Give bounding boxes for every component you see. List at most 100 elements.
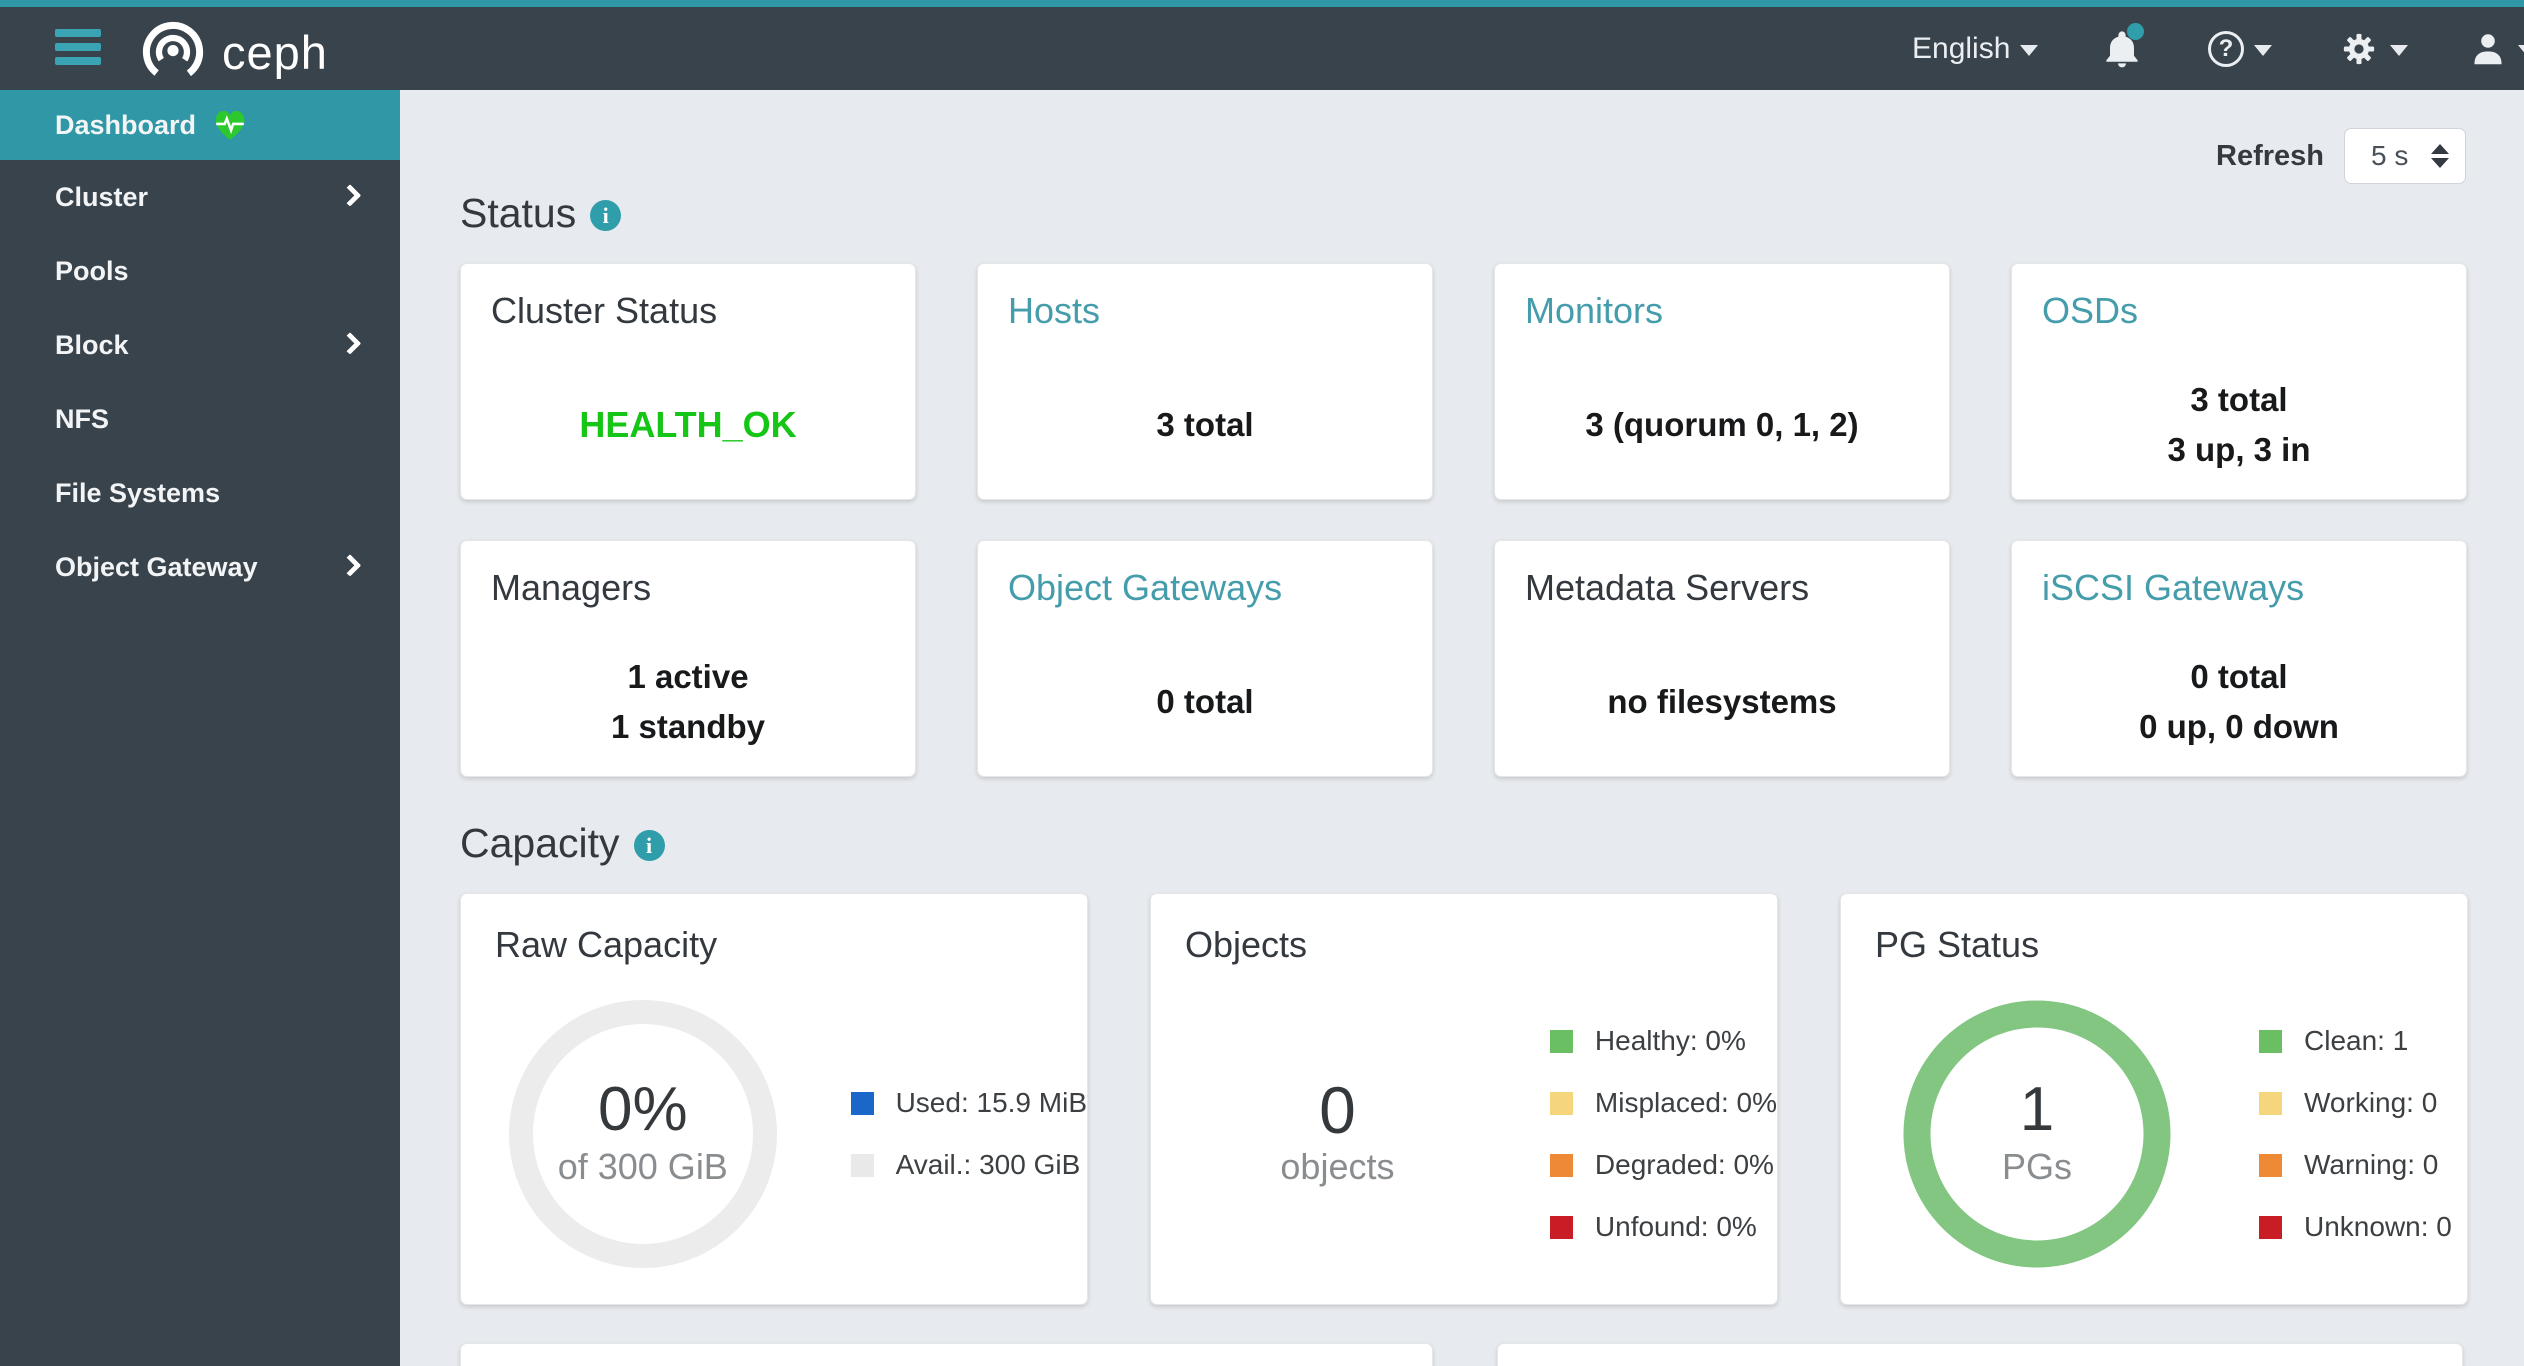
legend-label: Degraded: 0%	[1594, 1149, 1774, 1180]
legend-label: Avail.: 300 GiB	[895, 1149, 1081, 1180]
info-icon[interactable]: i	[633, 830, 665, 861]
legend-item: Avail.: 300 GiB	[850, 1149, 1087, 1181]
legend-label: Working: 0	[2304, 1087, 2438, 1118]
object-gateways-link[interactable]: Object Gateways	[1008, 567, 1283, 608]
osds-card: OSDs 3 total 3 up, 3 in	[2011, 263, 2467, 500]
card-title: Objects	[1185, 924, 1308, 965]
donut-ring	[508, 1000, 777, 1268]
osds-link[interactable]: OSDs	[2042, 290, 2139, 331]
legend-item: Warning: 0	[2259, 1149, 2452, 1181]
refresh-interval-value: 5 s	[2371, 140, 2409, 171]
legend-swatch-healthy	[1549, 1029, 1573, 1053]
help-icon: ?	[2208, 30, 2244, 67]
status-heading-text: Status	[460, 190, 577, 236]
notification-badge	[2127, 22, 2144, 40]
sidebar-item-dashboard[interactable]: Dashboard	[0, 90, 400, 160]
sidebar-item-block[interactable]: Block	[0, 308, 400, 382]
chevron-down-icon	[2254, 45, 2272, 56]
monitors-value: 3 (quorum 0, 1, 2)	[1585, 406, 1859, 443]
help-dropdown[interactable]: ?	[2208, 7, 2272, 90]
hamburger-icon[interactable]	[55, 29, 101, 69]
capacity-section-heading: Capacity i	[460, 820, 665, 867]
settings-icon	[2343, 33, 2375, 64]
refresh-interval-select[interactable]: 5 s	[2344, 128, 2466, 184]
iscsi-gateways-link[interactable]: iSCSI Gateways	[2042, 567, 2305, 608]
legend-swatch-working	[2259, 1091, 2282, 1115]
legend-item: Working: 0	[2259, 1087, 2452, 1119]
settings-dropdown[interactable]	[2338, 7, 2408, 90]
sidebar-item-label: Pools	[55, 255, 129, 286]
objects-count: 0	[1319, 1073, 1356, 1147]
sidebar-item-file-systems[interactable]: File Systems	[0, 456, 400, 530]
notifications-button[interactable]	[2102, 7, 2144, 90]
ceph-logo-icon	[142, 21, 204, 83]
card-title: Cluster Status	[491, 290, 718, 331]
hosts-card: Hosts 3 total	[977, 263, 1433, 500]
refresh-control: Refresh 5 s	[2216, 128, 2466, 184]
pg-status-legend: Clean: 1 Working: 0 Warning: 0 Unknown: …	[2233, 1025, 2452, 1243]
hamburger-bar	[55, 29, 101, 37]
monitors-link[interactable]: Monitors	[1525, 290, 1664, 331]
legend-swatch-used	[850, 1091, 874, 1115]
hosts-value: 3 total	[1156, 406, 1254, 443]
status-section-heading: Status i	[460, 190, 622, 237]
brand-logo[interactable]: ceph	[138, 17, 328, 87]
monitors-card: Monitors 3 (quorum 0, 1, 2)	[1494, 263, 1950, 500]
sidebar-item-pools[interactable]: Pools	[0, 234, 400, 308]
legend-swatch-misplaced	[1549, 1091, 1573, 1115]
managers-card: Managers 1 active 1 standby	[460, 540, 916, 777]
legend-item: Clean: 1	[2259, 1025, 2452, 1057]
sidebar-nav: Dashboard Cluster Pools Block NFS File S…	[0, 90, 400, 1366]
sidebar-item-object-gateway[interactable]: Object Gateway	[0, 530, 400, 604]
iscsi-updown-value: 0 up, 0 down	[2139, 708, 2339, 745]
iscsi-total-value: 0 total	[2190, 658, 2288, 695]
legend-label: Unfound: 0%	[1594, 1211, 1757, 1242]
main-content: Refresh 5 s Status i Cluster Status HEAL…	[400, 90, 2524, 1366]
card-title: Raw Capacity	[495, 924, 718, 965]
top-navbar: ceph English ?	[0, 0, 2524, 90]
chevron-down-icon	[2390, 45, 2408, 56]
raw-capacity-total: of 300 GiB	[557, 1146, 728, 1187]
legend-item: Healthy: 0%	[1549, 1025, 1777, 1057]
object-gateways-card: Object Gateways 0 total	[977, 540, 1433, 777]
sidebar-item-label: Dashboard	[55, 109, 197, 140]
raw-capacity-legend: Used: 15.9 MiB Avail.: 300 GiB	[825, 1087, 1087, 1181]
objects-unit: objects	[1280, 1146, 1395, 1187]
sidebar-item-label: File Systems	[55, 477, 221, 508]
objects-legend: Healthy: 0% Misplaced: 0% Degraded: 0% U…	[1524, 1025, 1777, 1243]
raw-capacity-donut-chart: 0% of 300 GiB	[504, 995, 782, 1273]
capacity-heading-text: Capacity	[460, 820, 620, 866]
raw-capacity-card: Raw Capacity 0% of 300 GiB	[460, 893, 1088, 1305]
sidebar-item-nfs[interactable]: NFS	[0, 382, 400, 456]
legend-label: Clean: 1	[2304, 1025, 2409, 1056]
hosts-link[interactable]: Hosts	[1008, 290, 1101, 331]
pg-status-donut-chart: 1 PGs	[1898, 995, 2176, 1273]
user-dropdown[interactable]	[2468, 7, 2524, 90]
legend-label: Used: 15.9 MiB	[895, 1087, 1087, 1118]
legend-item: Misplaced: 0%	[1549, 1087, 1777, 1119]
performance-card-left	[460, 1343, 1433, 1366]
legend-label: Warning: 0	[2304, 1149, 2439, 1180]
legend-swatch-avail	[850, 1153, 874, 1177]
managers-active-value: 1 active	[627, 658, 749, 695]
chevron-down-icon	[2518, 45, 2524, 56]
legend-swatch-unknown	[2259, 1215, 2282, 1239]
card-title: PG Status	[1875, 924, 2040, 965]
hamburger-bar	[55, 43, 101, 51]
legend-swatch-degraded	[1549, 1153, 1573, 1177]
legend-label: Healthy: 0%	[1594, 1025, 1746, 1056]
heartbeat-icon	[215, 110, 245, 140]
legend-item: Unknown: 0	[2259, 1211, 2452, 1243]
sidebar-item-label: NFS	[55, 403, 109, 434]
chevron-right-icon	[338, 184, 362, 207]
card-title: Metadata Servers	[1525, 567, 1810, 608]
legend-item: Degraded: 0%	[1549, 1149, 1777, 1181]
object-gateways-value: 0 total	[1156, 683, 1254, 720]
sidebar-item-cluster[interactable]: Cluster	[0, 160, 400, 234]
legend-item: Used: 15.9 MiB	[850, 1087, 1087, 1119]
legend-label: Misplaced: 0%	[1594, 1087, 1777, 1118]
info-icon[interactable]: i	[590, 200, 622, 231]
language-dropdown[interactable]: English	[1912, 7, 2039, 90]
cluster-health-value: HEALTH_OK	[579, 404, 797, 445]
language-label: English	[1912, 31, 2011, 65]
